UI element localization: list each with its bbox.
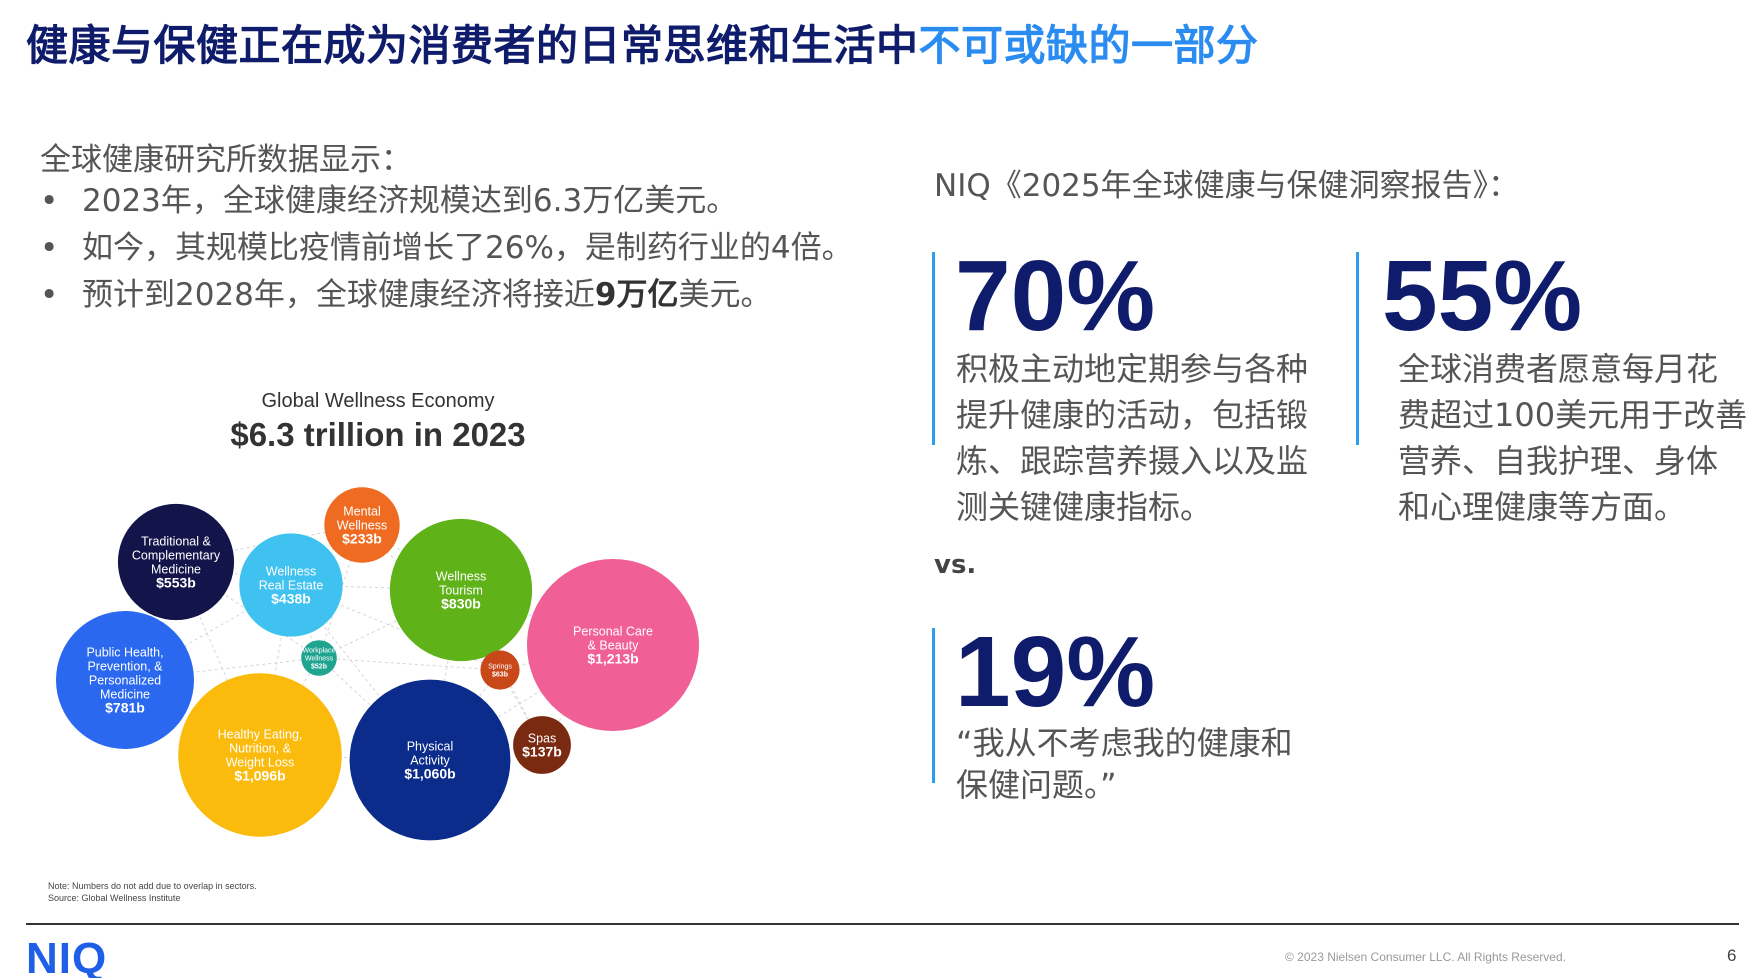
bubble-label: Wellness <box>436 569 486 583</box>
wellness-bubble-chart: Traditional &ComplementaryMedicine$553bM… <box>55 487 699 841</box>
bullet-economy-size: 2023年，全球健康经济规模达到6.3万亿美元。 <box>40 178 853 225</box>
bubble-label: Wellness <box>305 655 334 662</box>
bubble-circle <box>349 679 511 841</box>
stat-19-description: “我从不考虑我的健康和 保健问题。” <box>956 724 1293 804</box>
chart-note: Note: Numbers do not add due to overlap … <box>48 881 257 903</box>
bubble-label: Weight Loss <box>226 755 295 769</box>
slide-title: 健康与保健正在成为消费者的日常思维和生活中不可或缺的一部分 <box>26 21 1259 70</box>
bubble-value: $553b <box>156 574 196 590</box>
chart-subtitle: $6.3 trillion in 2023 <box>230 416 526 453</box>
bubble-label: Public Health, <box>86 645 163 659</box>
stat-divider <box>932 628 935 783</box>
bubble-healthy-eating-nutrition-weight-loss: Healthy Eating,Nutrition, &Weight Loss$1… <box>178 673 342 837</box>
bubble-value: $1,060b <box>404 765 455 781</box>
bubble-circle <box>301 640 337 676</box>
bubble-value: $1,096b <box>234 767 285 783</box>
bubble-label: Springs <box>488 663 512 670</box>
report-title: NIQ《2025年全球健康与保健洞察报告》： <box>934 168 1520 204</box>
footer-divider <box>26 923 1739 925</box>
bubble-spas: Spas$137b <box>513 716 571 774</box>
stat-55-description: 全球消费者愿意每月花 费超过100美元用于改善 营养、自我护理、身体 和心理健康等方面… <box>1398 350 1748 526</box>
stat-55-value: 55% <box>1382 240 1583 352</box>
bubble-value: $233b <box>342 530 382 546</box>
bubble-value: $137b <box>522 743 562 759</box>
copyright: © 2023 Nielsen Consumer LLC. All Rights … <box>1285 950 1566 964</box>
bubble-circle <box>527 559 699 731</box>
bubble-circle <box>55 610 195 750</box>
bubble-label: Medicine <box>151 562 201 576</box>
bubble-label: Prevention, & <box>87 659 163 673</box>
bubble-circle <box>178 673 342 837</box>
bullet-forecast: 预计到2028年，全球健康经济将接近9万亿美元。 <box>40 272 853 319</box>
stat-70-value: 70% <box>955 240 1156 352</box>
bubble-label: Tourism <box>439 583 483 597</box>
bubble-value: $781b <box>105 699 145 715</box>
bubble-label: Wellness <box>266 564 316 578</box>
stat-divider <box>1356 252 1359 445</box>
bubble-personal-care-beauty: Personal Care& Beauty$1,213b <box>527 559 699 731</box>
bubble-label: Activity <box>410 753 450 767</box>
bubble-value: $830b <box>441 595 481 611</box>
bubble-label: Medicine <box>100 687 150 701</box>
bullet-growth: 如今，其规模比疫情前增长了26%，是制药行业的4倍。 <box>40 225 853 272</box>
vs-label: vs. <box>934 550 977 580</box>
bubble-circle <box>117 503 235 621</box>
bubble-label: Physical <box>407 739 454 753</box>
bubble-springs: Springs$63b <box>480 650 520 690</box>
bubble-label: & Beauty <box>588 638 639 652</box>
bubble-circle <box>480 650 520 690</box>
bubble-label: Real Estate <box>259 578 324 592</box>
stat-divider <box>932 252 935 445</box>
bubble-value: $438b <box>271 590 311 606</box>
bubble-circle <box>239 533 343 637</box>
bubble-label: Personal Care <box>573 624 653 638</box>
key-facts-list: 2023年，全球健康经济规模达到6.3万亿美元。 如今，其规模比疫情前增长了26… <box>40 178 853 319</box>
bubble-circle <box>513 716 571 774</box>
bubble-circle <box>389 518 533 662</box>
title-highlight: 不可或缺的一部分 <box>918 21 1259 70</box>
bubble-label: Spas <box>528 731 557 745</box>
bubble-label: Workplace <box>303 647 336 654</box>
bubble-circle <box>324 487 400 563</box>
bubble-label: Wellness <box>337 518 387 532</box>
bubble-label: Healthy Eating, <box>218 727 303 741</box>
bubble-value: $52b <box>311 663 327 670</box>
bubble-value: $63b <box>492 671 508 678</box>
bubble-label: Mental <box>343 504 381 518</box>
bubble-value: $1,213b <box>587 650 638 666</box>
niq-logo: NIQ <box>26 934 108 978</box>
page-number: 6 <box>1727 946 1737 965</box>
chart-title: Global Wellness Economy <box>261 390 495 412</box>
bubble-label: Traditional & <box>141 534 211 548</box>
bubble-label: Nutrition, & <box>229 741 291 755</box>
stat-70-description: 积极主动地定期参与各种 提升健康的活动，包括锻 炼、跟踪营养摄入以及监 测关键健康指标… <box>956 350 1309 526</box>
bubble-label: Personalized <box>89 673 161 687</box>
stat-19-value: 19% <box>955 616 1156 728</box>
gwi-intro: 全球健康研究所数据显示： <box>40 142 412 178</box>
bubble-public-health-prevention-personalized-medicine: Public Health,Prevention, &PersonalizedM… <box>55 610 195 750</box>
bubble-label: Complementary <box>132 548 221 562</box>
